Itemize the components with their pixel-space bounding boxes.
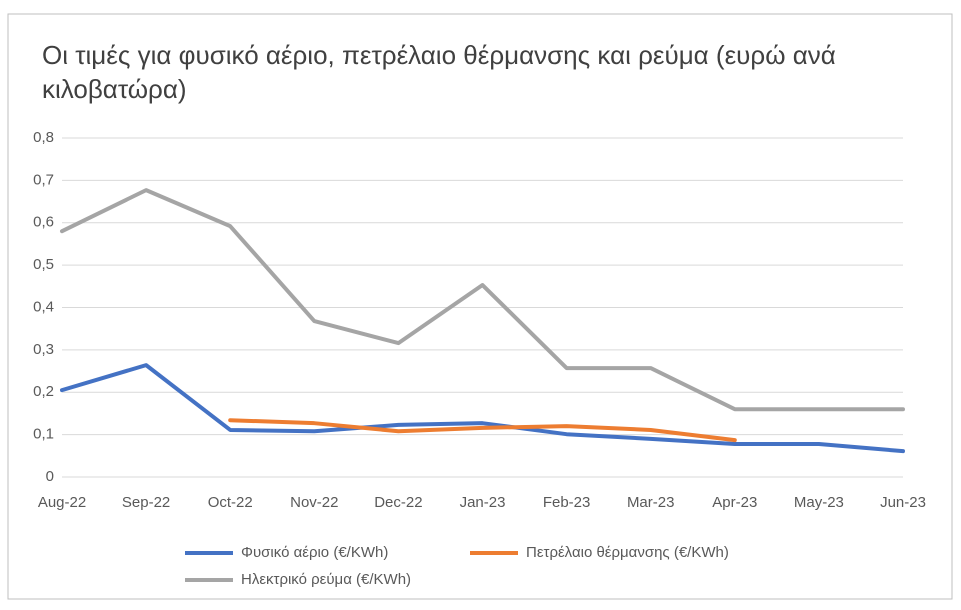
y-tick-label: 0,5 <box>33 256 54 273</box>
legend-label: Φυσικό αέριο (€/KWh) <box>241 544 388 561</box>
x-tick-label: Oct-22 <box>208 494 253 511</box>
x-tick-label: Apr-23 <box>712 494 757 511</box>
y-tick-label: 0,1 <box>33 426 54 443</box>
x-tick-label: May-23 <box>794 494 844 511</box>
legend-label: Ηλεκτρικό ρεύμα (€/KWh) <box>241 571 411 588</box>
x-tick-label: Sep-22 <box>122 494 170 511</box>
y-tick-label: 0,8 <box>33 129 54 146</box>
y-tick-label: 0,6 <box>33 214 54 231</box>
x-tick-label: Aug-22 <box>38 494 86 511</box>
y-tick-label: 0,3 <box>33 341 54 358</box>
x-tick-label: Jan-23 <box>460 494 506 511</box>
x-tick-label: Dec-22 <box>374 494 422 511</box>
chart-border <box>7 13 953 600</box>
y-tick-label: 0 <box>46 468 54 485</box>
x-tick-label: Mar-23 <box>627 494 675 511</box>
y-tick-label: 0,7 <box>33 171 54 188</box>
x-tick-label: Feb-23 <box>543 494 591 511</box>
x-tick-label: Nov-22 <box>290 494 338 511</box>
series-line <box>228 418 737 443</box>
legend-label: Πετρέλαιο θέρμανσης (€/KWh) <box>526 544 729 561</box>
y-tick-label: 0,4 <box>33 298 54 315</box>
series-line <box>60 363 905 454</box>
x-tick-label: Jun-23 <box>880 494 926 511</box>
series-line <box>60 188 905 412</box>
chart-title: Οι τιμές για φυσικό αέριο, πετρέλαιο θέρ… <box>42 40 836 104</box>
y-tick-label: 0,2 <box>33 383 54 400</box>
